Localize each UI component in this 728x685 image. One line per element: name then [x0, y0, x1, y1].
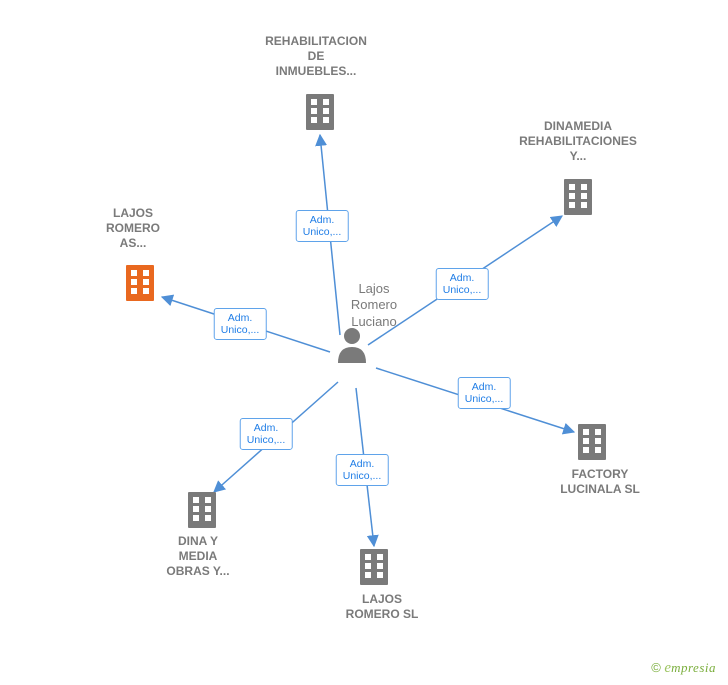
building-icon — [578, 424, 606, 460]
person-icon — [338, 328, 366, 363]
edge-line — [356, 388, 374, 546]
building-icon — [564, 179, 592, 215]
building-icon — [188, 492, 216, 528]
building-icon — [306, 94, 334, 130]
footer-attribution: © empresia — [651, 660, 716, 677]
brand-name: mpresia — [671, 660, 716, 675]
building-icon — [360, 549, 388, 585]
edge-line — [214, 382, 338, 492]
edge-line — [376, 368, 574, 432]
edge-line — [368, 216, 562, 345]
edge-line — [162, 297, 330, 352]
edge-line — [320, 135, 340, 335]
building-icon — [126, 265, 154, 301]
diagram-canvas — [0, 0, 728, 685]
copyright-symbol: © — [651, 660, 661, 675]
